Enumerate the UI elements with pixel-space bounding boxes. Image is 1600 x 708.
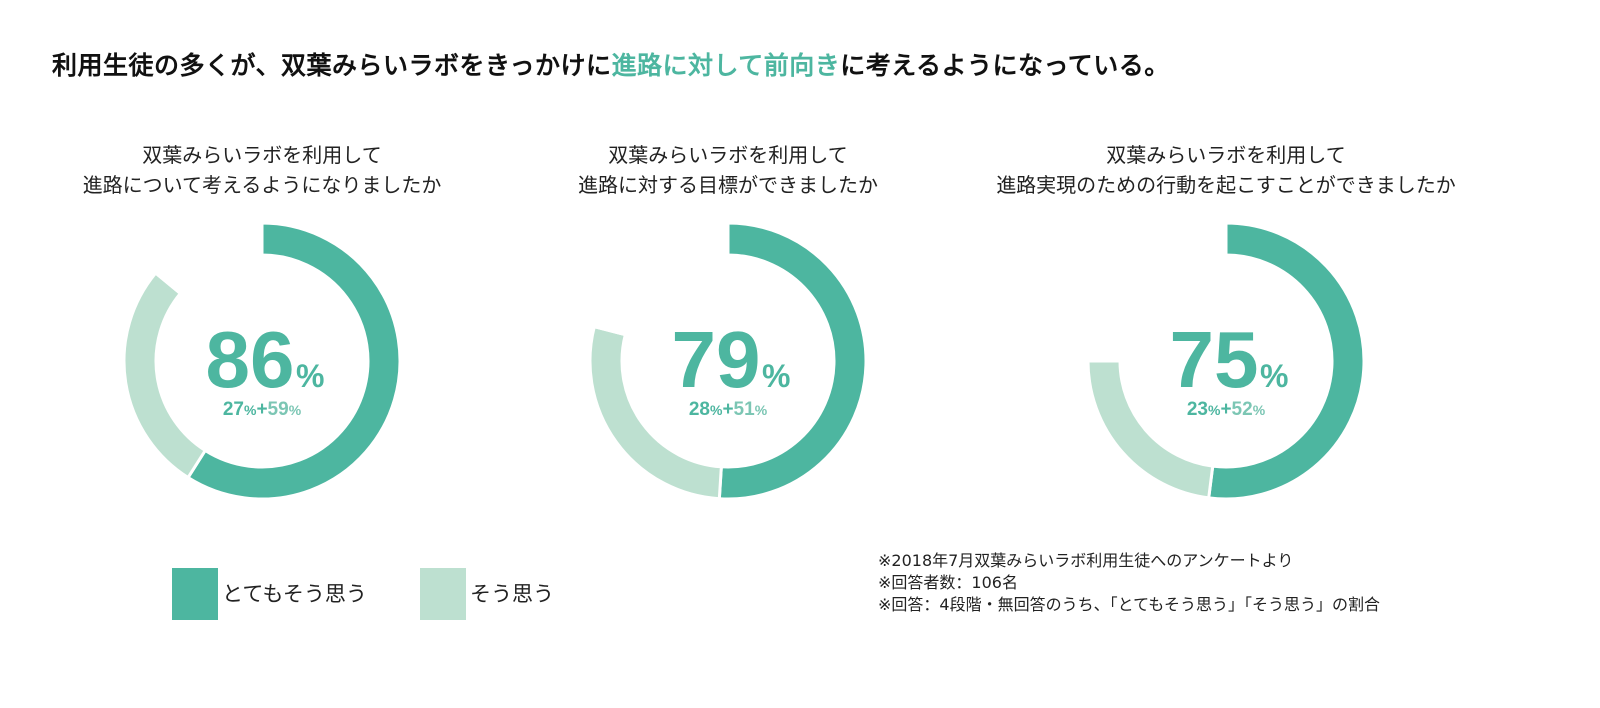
- legend-swatch-strong: [172, 568, 218, 620]
- footnotes: ※2018年7月双葉みらいラボ利用生徒へのアンケートより ※回答者数：106名 …: [878, 550, 1380, 616]
- breakdown-label: 27%+59%: [223, 399, 302, 420]
- slice-other: [1086, 221, 1228, 363]
- breakdown-label: 28%+51%: [689, 399, 768, 420]
- percent-unit: %: [296, 358, 324, 394]
- percent-unit: %: [1260, 358, 1288, 394]
- footnote-respondents: ※回答者数：106名: [878, 573, 1018, 592]
- chart-title-line-2: 進路について考えるようになりましたか: [82, 173, 442, 197]
- chart-title-line-2: 進路実現のための行動を起こすことができましたか: [996, 173, 1456, 197]
- chart-title: 双葉みらいラボを利用して 進路について考えるようになりましたか: [0, 140, 542, 200]
- donut-chart-3: 双葉みらいラボを利用して 進路実現のための行動を起こすことができましたか 75%…: [946, 140, 1506, 520]
- chart-title: 双葉みらいラボを利用して 進路実現のための行動を起こすことができましたか: [946, 140, 1506, 200]
- headline-highlight: 進路に対して前向き: [611, 51, 841, 80]
- legend-label-strong: とてもそう思う: [222, 582, 367, 606]
- donut-chart-1: 双葉みらいラボを利用して 進路について考えるようになりましたか 86% 27%+5…: [0, 140, 542, 520]
- chart-title-line-1: 双葉みらいラボを利用して: [608, 143, 848, 167]
- donut-chart-2: 双葉みらいラボを利用して 進路に対する目標ができましたか 79% 28%+51%: [448, 140, 1008, 520]
- headline-suffix: に考えるようになっている。: [840, 51, 1170, 80]
- slice-mild: [122, 270, 208, 480]
- chart-title: 双葉みらいラボを利用して 進路に対する目標ができましたか: [448, 140, 1008, 200]
- donut-svg: 75 % 23%+52%: [1086, 221, 1366, 501]
- total-percent: 79: [672, 315, 761, 404]
- breakdown-label: 23%+52%: [1187, 399, 1266, 420]
- chart-title-line-1: 双葉みらいラボを利用して: [1106, 143, 1346, 167]
- donut-svg: 86 % 27%+59%: [122, 221, 402, 501]
- chart-title-line-2: 進路に対する目標ができましたか: [578, 173, 878, 197]
- legend-swatch-mild: [420, 568, 466, 620]
- slice-strong: [717, 221, 868, 501]
- chart-title-line-1: 双葉みらいラボを利用して: [142, 143, 382, 167]
- total-percent: 75: [1170, 315, 1259, 404]
- legend-label-mild: そう思う: [470, 582, 554, 606]
- total-percent: 86: [206, 315, 295, 404]
- headline-prefix: 利用生徒の多くが、双葉みらいラボをきっかけに: [52, 51, 612, 80]
- slice-other: [153, 221, 264, 296]
- slice-strong: [1207, 221, 1366, 501]
- footnote-method: ※回答：4段階・無回答のうち、「とてもそう思う」「そう思う」の割合: [878, 595, 1380, 614]
- percent-unit: %: [762, 358, 790, 394]
- donut-svg: 79 % 28%+51%: [588, 221, 868, 501]
- slice-strong: [185, 221, 402, 501]
- page-headline: 利用生徒の多くが、双葉みらいラボをきっかけに進路に対して前向きに考えるようになっ…: [52, 46, 1170, 82]
- slice-other: [592, 221, 730, 337]
- footnote-source: ※2018年7月双葉みらいラボ利用生徒へのアンケートより: [878, 551, 1294, 570]
